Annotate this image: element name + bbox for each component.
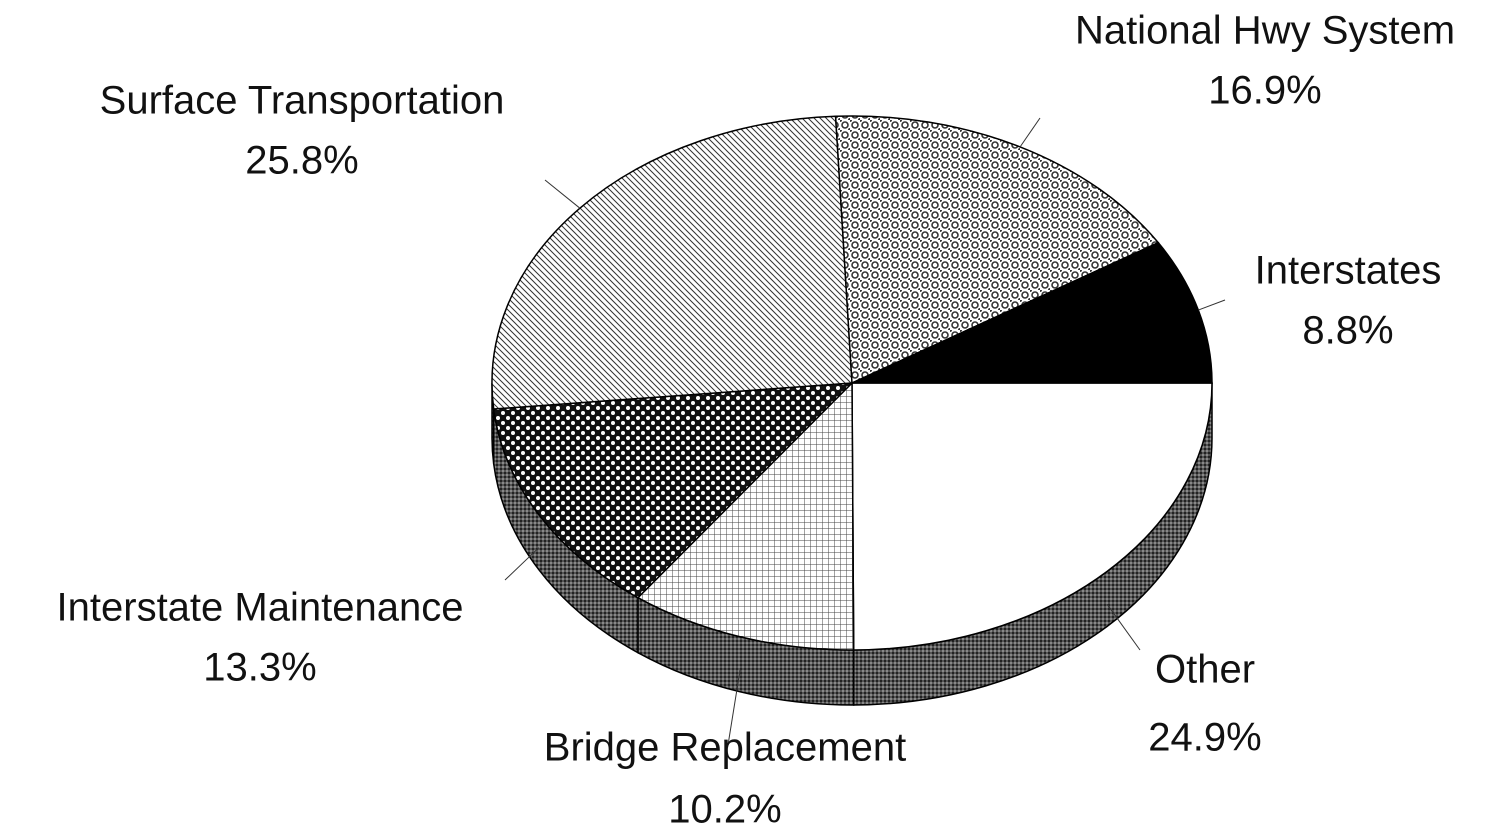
pie-slice bbox=[834, 115, 1160, 385]
slice-value-label: 13.3% bbox=[203, 646, 316, 690]
slice-value-label: 24.9% bbox=[1148, 716, 1261, 760]
pie-slice bbox=[851, 241, 1213, 384]
slice-value-label: 25.8% bbox=[245, 139, 358, 183]
slice-label: Surface Transportation bbox=[100, 79, 505, 123]
leader-line bbox=[1106, 604, 1141, 651]
leader-line bbox=[727, 669, 741, 746]
pie-slice bbox=[851, 382, 1213, 651]
pie-slice bbox=[492, 382, 854, 599]
slice-value-label: 10.2% bbox=[668, 788, 781, 832]
slice-label: National Hwy System bbox=[1075, 9, 1455, 53]
pie-slice bbox=[491, 115, 853, 410]
slice-value-label: 8.8% bbox=[1302, 309, 1393, 353]
slice-label: Interstates bbox=[1255, 249, 1442, 293]
slice-label: Other bbox=[1155, 648, 1255, 692]
pie-slice bbox=[636, 381, 855, 651]
slice-label: Interstate Maintenance bbox=[57, 586, 464, 630]
leader-line bbox=[544, 179, 581, 209]
leader-line bbox=[1198, 299, 1226, 311]
pie-tops bbox=[491, 115, 1213, 651]
slice-label: Bridge Replacement bbox=[544, 726, 906, 770]
leader-line bbox=[504, 547, 540, 581]
leader-line bbox=[1019, 117, 1041, 148]
labels: Other 24.9% Bridge Replacement 10.2% Interst… bbox=[57, 9, 1456, 832]
slice-value-label: 16.9% bbox=[1208, 69, 1321, 113]
